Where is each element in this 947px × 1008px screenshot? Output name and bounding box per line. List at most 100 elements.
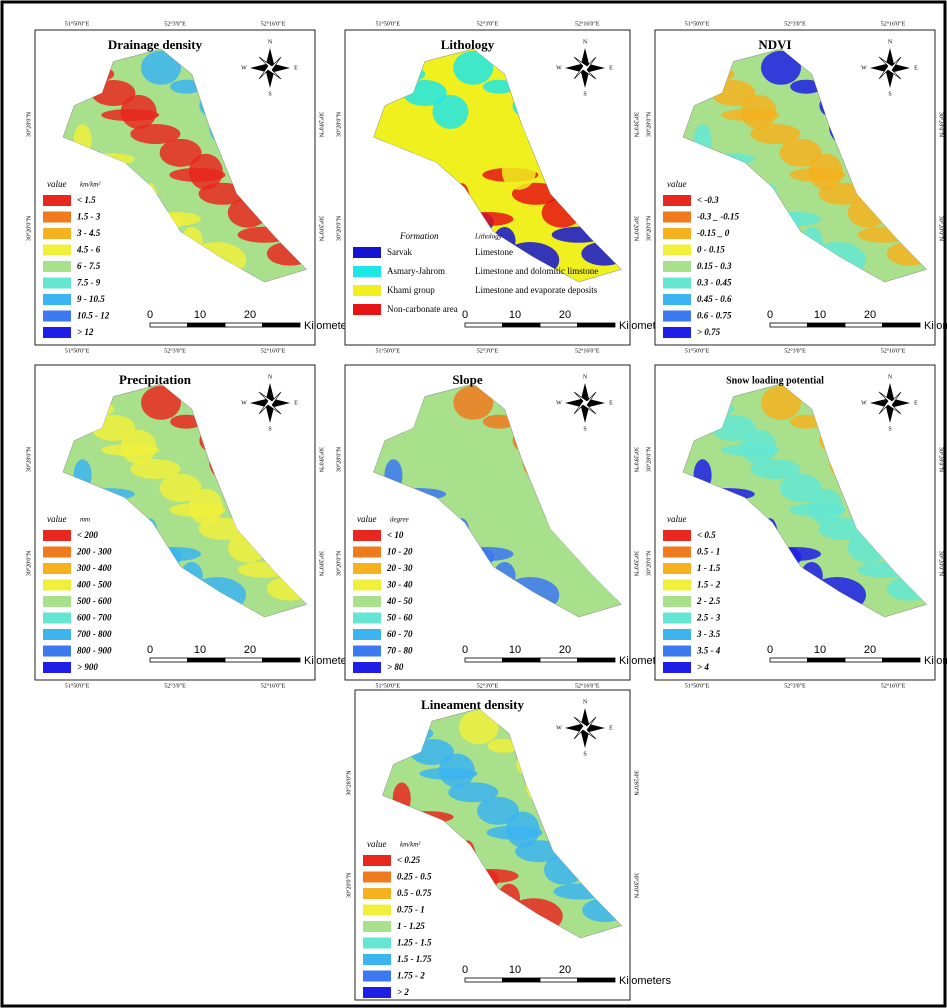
legend-label: < -0.3 bbox=[697, 195, 719, 205]
scale-bar bbox=[845, 323, 883, 327]
map-patch bbox=[432, 95, 468, 129]
legend-label: > 0.75 bbox=[697, 327, 721, 337]
legend-swatch bbox=[663, 547, 691, 558]
compass-letter: E bbox=[914, 400, 918, 406]
scale-label: 0 bbox=[767, 644, 773, 656]
legend-label: 0 - 0.15 bbox=[697, 245, 725, 255]
legend-label: 300 - 400 bbox=[76, 563, 112, 573]
coord-label: 30°28'0"N bbox=[335, 446, 342, 472]
legend-swatch bbox=[353, 266, 381, 277]
legend-swatch bbox=[43, 613, 71, 624]
map-patch bbox=[502, 489, 536, 525]
legend-unit: mm bbox=[80, 516, 90, 524]
coord-label: 51°50'0"E bbox=[65, 682, 90, 689]
scale-label: 20 bbox=[559, 964, 571, 976]
scale-label: 20 bbox=[559, 309, 571, 321]
compass-letter: N bbox=[583, 39, 588, 45]
legend-label: 30 - 40 bbox=[386, 580, 413, 590]
legend-label: 3 - 3.5 bbox=[696, 629, 721, 639]
coord-label: 52°3'0"E bbox=[784, 682, 806, 689]
scale-label: 10 bbox=[814, 309, 826, 321]
legend-swatch bbox=[43, 311, 71, 322]
scale-label: 0 bbox=[147, 309, 153, 321]
legend-swatch bbox=[663, 646, 691, 657]
scale-bar bbox=[263, 658, 301, 662]
legend-label: 0.25 - 0.5 bbox=[397, 872, 432, 882]
legend-label: 20 - 30 bbox=[386, 563, 413, 573]
legend-swatch bbox=[43, 580, 71, 591]
legend-swatch bbox=[663, 311, 691, 322]
coord-label: 30°28'0"N bbox=[25, 111, 32, 137]
legend-unit: Lithology bbox=[474, 233, 503, 241]
map-patch bbox=[439, 754, 475, 788]
scale-label: 10 bbox=[814, 644, 826, 656]
scale-bar bbox=[263, 323, 301, 327]
compass-letter: N bbox=[583, 374, 588, 380]
coord-label: 52°16'0"E bbox=[261, 347, 286, 354]
legend-swatch bbox=[43, 547, 71, 558]
scale-bar bbox=[578, 978, 616, 982]
coord-label: 30°28'0"N bbox=[335, 111, 342, 137]
legend-swatch bbox=[363, 971, 391, 982]
legend-swatch bbox=[663, 294, 691, 305]
compass-letter: W bbox=[241, 65, 247, 71]
compass-letter: S bbox=[268, 91, 271, 97]
map-patch bbox=[741, 430, 777, 464]
compass-letter: S bbox=[583, 426, 586, 432]
compass-letter: N bbox=[268, 374, 273, 380]
scale-label: 20 bbox=[244, 309, 256, 321]
scale-bar bbox=[503, 978, 541, 982]
legend-label: 4.5 - 6 bbox=[76, 245, 101, 255]
scale-label: 10 bbox=[194, 644, 206, 656]
legend-swatch bbox=[353, 662, 381, 673]
coord-label: 30°28'0"N bbox=[25, 446, 32, 472]
panel-title: Precipitation bbox=[119, 372, 192, 387]
legend-swatch bbox=[663, 195, 691, 206]
coord-label: 30°20'0"N bbox=[633, 873, 640, 899]
scale-label: 20 bbox=[244, 644, 256, 656]
legend-swatch bbox=[43, 563, 71, 574]
legend-swatch bbox=[353, 596, 381, 607]
legend-swatch bbox=[663, 278, 691, 289]
legend-swatch bbox=[43, 294, 71, 305]
legend-label: > 4 bbox=[697, 662, 709, 672]
legend-swatch bbox=[43, 646, 71, 657]
legend-label: 0.3 - 0.45 bbox=[697, 278, 732, 288]
map-patch bbox=[809, 154, 843, 190]
panel-title: Snow loading potential bbox=[726, 375, 824, 386]
compass-letter: W bbox=[556, 65, 562, 71]
coord-label: 52°3'0"E bbox=[164, 347, 186, 354]
coord-label: 51°50'0"E bbox=[375, 682, 400, 689]
legend-unit: km/km² bbox=[400, 841, 421, 849]
legend-swatch bbox=[43, 261, 71, 272]
compass-letter: N bbox=[888, 39, 893, 45]
legend-swatch bbox=[43, 327, 71, 338]
legend-label: > 900 bbox=[77, 662, 98, 672]
legend-unit: km/km² bbox=[80, 181, 101, 189]
legend-label: > 80 bbox=[387, 662, 404, 672]
panel-title: Drainage density bbox=[108, 37, 203, 52]
legend-swatch bbox=[663, 212, 691, 223]
legend-swatch bbox=[353, 285, 381, 296]
compass-letter: E bbox=[609, 725, 613, 731]
legend-label: < 10 bbox=[387, 530, 404, 540]
legend-swatch bbox=[663, 261, 691, 272]
map-patch bbox=[502, 154, 536, 190]
map-patch bbox=[741, 95, 777, 129]
legend-label: Asmary-Jahrom bbox=[387, 266, 445, 276]
legend-label: 600 - 700 bbox=[77, 613, 112, 623]
map-patch bbox=[121, 430, 157, 464]
coord-label: 52°3'0"E bbox=[784, 347, 806, 354]
scale-bar bbox=[808, 323, 846, 327]
coord-label: 51°50'0"E bbox=[685, 20, 710, 27]
coord-label: 51°50'0"E bbox=[685, 682, 710, 689]
coord-label: 30°28'0"N bbox=[938, 112, 945, 138]
scale-bar bbox=[188, 658, 226, 662]
scale-bar bbox=[540, 978, 578, 982]
legend-lithology: Limestone bbox=[475, 247, 513, 257]
legend-label: 0.6 - 0.75 bbox=[697, 311, 732, 321]
scale-bar bbox=[540, 323, 578, 327]
legend-swatch bbox=[663, 580, 691, 591]
coord-label: 52°16'0"E bbox=[261, 682, 286, 689]
scale-bar bbox=[845, 658, 883, 662]
